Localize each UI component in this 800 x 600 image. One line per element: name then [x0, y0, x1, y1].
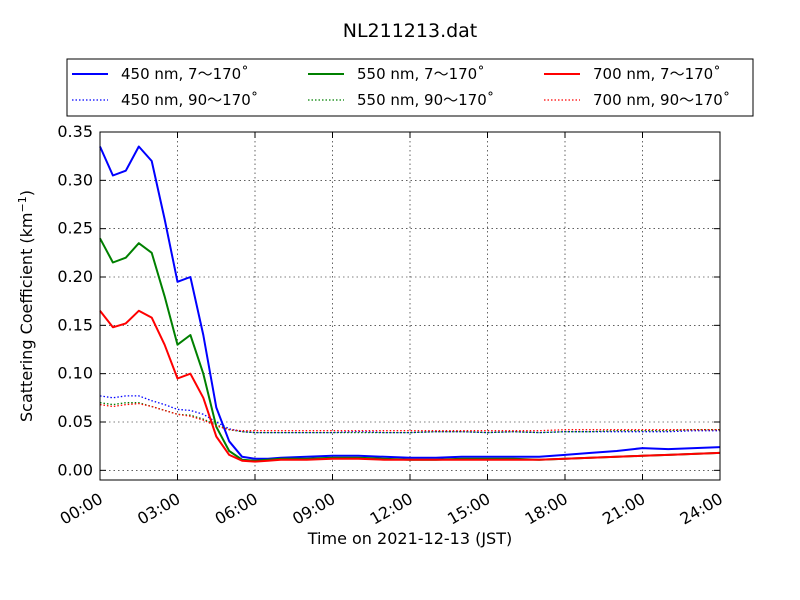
legend: 450 nm, 7～170˚ 550 nm, 7～170˚ 700 nm, 7～17…	[66, 58, 754, 117]
y-tick-label: 0.25	[57, 219, 93, 238]
chart-title: NL211213.dat	[343, 20, 478, 42]
y-tick-label: 0.05	[57, 412, 93, 431]
grid	[99, 131, 721, 480]
x-tick-label: 24:00	[677, 489, 726, 529]
y-tick-label: 0.30	[57, 170, 93, 189]
legend-frame	[66, 58, 754, 117]
y-axis-label: Scattering Coefficient (km−1)	[16, 190, 36, 422]
y-tick-label: 0.15	[57, 315, 93, 334]
x-tick-label: 06:00	[212, 489, 261, 529]
x-tick-label: 15:00	[444, 489, 493, 529]
legend-label-0: 450 nm, 7～170˚	[121, 65, 249, 83]
series-line-3	[99, 402, 720, 434]
x-tick-label: 00:00	[57, 489, 106, 529]
series-line-0	[99, 145, 721, 460]
legend-label-4: 700 nm, 7～170˚	[593, 65, 721, 83]
x-axis-label: Time on 2021-12-13 (JST)	[307, 529, 512, 548]
y-tick-label: 0.20	[57, 267, 93, 286]
legend-label-3: 550 nm, 90～170˚	[357, 91, 494, 109]
y-axis-label-unit-exponent: −1	[16, 196, 29, 212]
series-line-4	[99, 309, 721, 463]
plot-frame	[99, 131, 721, 481]
series-layer	[99, 145, 721, 463]
x-tick-label: 09:00	[289, 489, 338, 529]
y-axis-label-close: )	[17, 190, 36, 196]
legend-label-1: 450 nm, 90～170˚	[121, 91, 258, 109]
x-tick-label: 18:00	[522, 489, 571, 529]
x-tick-label: 12:00	[367, 489, 416, 529]
legend-label-5: 700 nm, 90～170˚	[593, 91, 730, 109]
y-tick-label: 0.00	[57, 460, 93, 479]
y-axis: 0.00 0.05 0.10 0.15 0.20 0.25 0.30 0.35	[57, 122, 720, 479]
legend-label-2: 550 nm, 7～170˚	[357, 65, 485, 83]
series-line-1	[99, 395, 720, 434]
y-tick-label: 0.35	[57, 122, 93, 141]
y-tick-label: 0.10	[57, 364, 93, 383]
series-line-5	[99, 402, 720, 432]
x-tick-label: 03:00	[134, 489, 183, 529]
x-tick-label: 21:00	[599, 489, 648, 529]
y-axis-label-text: Scattering Coefficient (km	[17, 212, 36, 422]
